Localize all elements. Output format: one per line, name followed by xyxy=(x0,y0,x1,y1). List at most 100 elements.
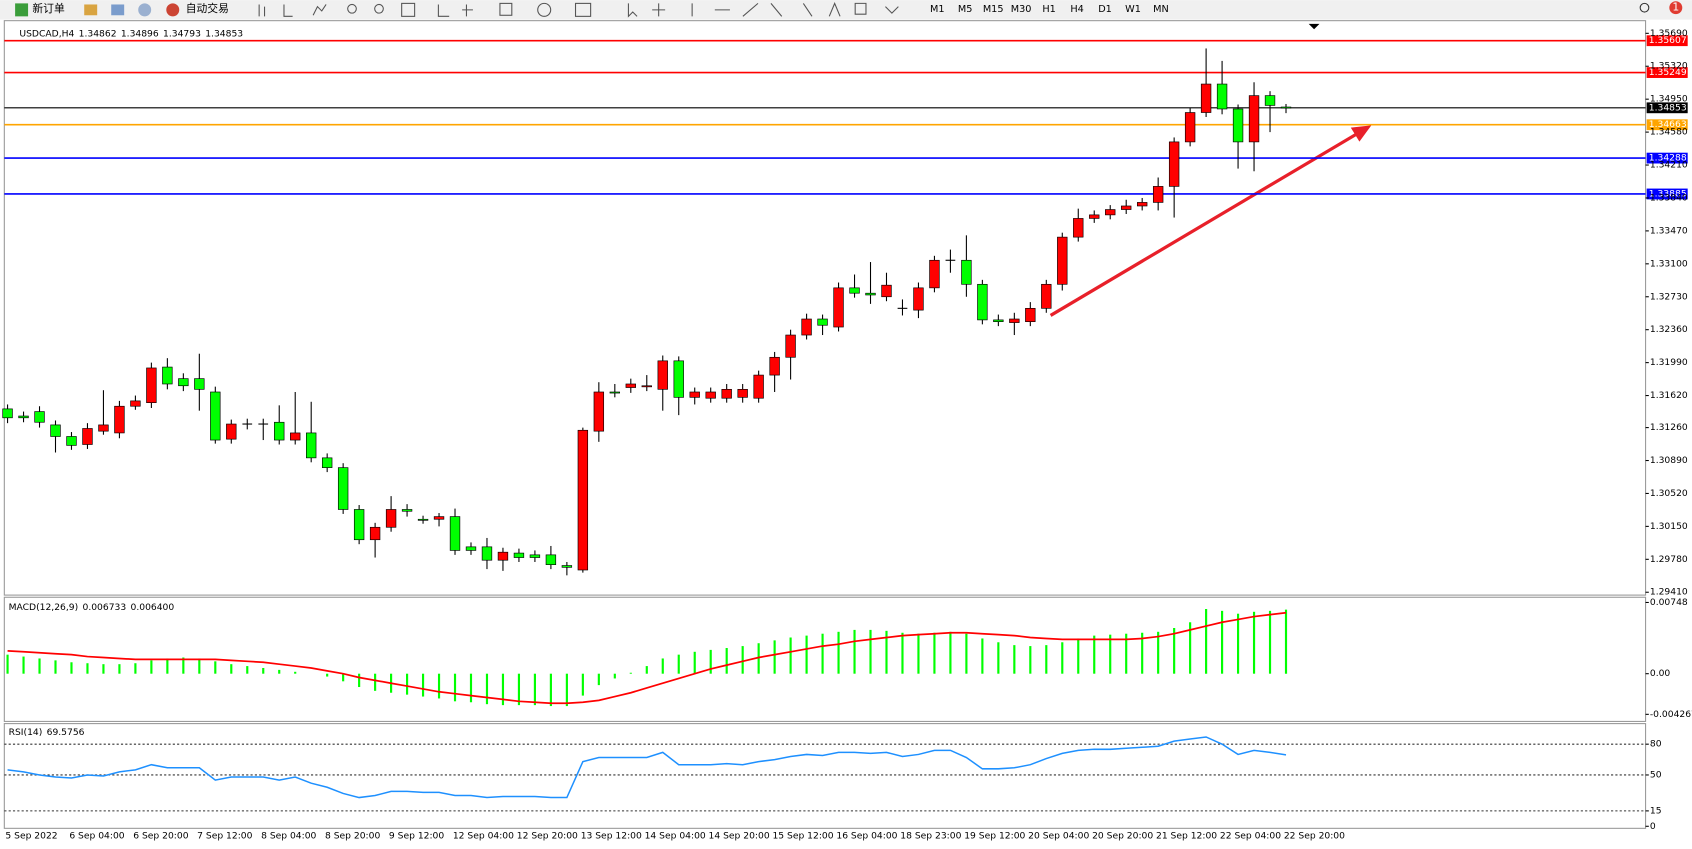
candle-body xyxy=(290,432,301,441)
candle-body xyxy=(545,554,557,565)
y-tick-label: 1.31620 xyxy=(1650,390,1688,401)
candle-body xyxy=(321,457,333,468)
header-value: 1.34853 xyxy=(205,28,243,39)
indicators[interactable] xyxy=(499,2,513,16)
candle-body xyxy=(961,259,972,285)
zoom-in[interactable] xyxy=(347,3,357,14)
candle-body xyxy=(977,283,988,321)
y-tick-label: 1.33470 xyxy=(1650,225,1688,236)
y-tick-label: 1.33100 xyxy=(1650,258,1688,269)
price-label-bg xyxy=(1646,152,1688,164)
timeframe-button[interactable]: D1 xyxy=(1098,4,1112,15)
notification-badge[interactable] xyxy=(1669,1,1683,15)
search-icon[interactable] xyxy=(1639,2,1650,13)
timeframe-button[interactable]: H4 xyxy=(1070,4,1083,15)
new-order-icon[interactable] xyxy=(15,3,29,17)
trend-arrow xyxy=(1049,131,1360,317)
candle-body xyxy=(226,423,237,440)
y-tick-label: 15 xyxy=(1650,805,1662,816)
auto-trading-button[interactable]: 自动交易 xyxy=(186,2,229,15)
price-label-bg xyxy=(1646,102,1688,114)
candle-body xyxy=(513,552,525,558)
toolbar-icon[interactable] xyxy=(437,4,473,17)
x-tick-label: 22 Sep 04:00 xyxy=(1220,830,1281,841)
timeframe-button[interactable]: M15 xyxy=(983,4,1004,15)
toolbar-icon[interactable] xyxy=(84,4,98,16)
auto-trading-icon[interactable] xyxy=(166,3,180,17)
header-title: RSI(14) xyxy=(9,727,43,738)
timeframe-button[interactable]: M5 xyxy=(958,4,973,15)
x-tick-label: 18 Sep 23:00 xyxy=(900,830,961,841)
tile-windows[interactable] xyxy=(401,2,416,17)
candle-body xyxy=(1009,318,1020,323)
header-value: 1.34862 xyxy=(79,28,117,39)
y-tick-label: 1.31990 xyxy=(1650,357,1688,368)
x-tick-label: 22 Sep 20:00 xyxy=(1284,830,1345,841)
indicator-header: MACD(12,26,9) 0.006733 0.006400 xyxy=(9,601,175,612)
zoom-out[interactable] xyxy=(374,3,384,14)
candle-body xyxy=(801,318,812,336)
candle-body xyxy=(705,391,716,399)
x-tick-label: 8 Sep 04:00 xyxy=(261,830,316,841)
candle-body xyxy=(130,400,141,407)
candle-body xyxy=(369,526,381,541)
header-value: 1.34896 xyxy=(121,28,159,39)
candle-body xyxy=(737,388,748,398)
candle-body xyxy=(337,467,349,510)
candle-body xyxy=(657,360,668,390)
timeframe-button[interactable]: MN xyxy=(1153,4,1169,15)
candle-body xyxy=(561,565,573,568)
price-label: 1.34663 xyxy=(1649,119,1687,130)
candle-body xyxy=(849,287,860,294)
new-order-button[interactable]: 新订单 xyxy=(32,2,65,15)
x-tick-label: 15 Sep 12:00 xyxy=(772,830,833,841)
candle-body xyxy=(274,421,285,441)
templates[interactable] xyxy=(574,2,592,17)
x-tick-label: 20 Sep 04:00 xyxy=(1028,830,1089,841)
price-label-bg xyxy=(1646,188,1688,200)
candle-body xyxy=(210,391,221,441)
candle-body xyxy=(1248,95,1260,143)
main-panel xyxy=(3,20,1647,596)
candle-body xyxy=(929,259,940,289)
candle-body xyxy=(1200,83,1212,113)
timeframe-button[interactable]: H1 xyxy=(1042,4,1055,15)
price-label-bg xyxy=(1646,119,1688,131)
x-tick-label: 19 Sep 12:00 xyxy=(964,830,1025,841)
candle-body xyxy=(577,429,589,571)
macd-panel xyxy=(3,596,1647,722)
candle-body xyxy=(449,516,461,551)
drawing-tools[interactable] xyxy=(627,1,899,18)
y-tick-label: 1.34210 xyxy=(1650,160,1688,171)
candle-body xyxy=(1152,186,1164,203)
toolbar-icon[interactable] xyxy=(138,3,152,17)
plots: 1.35607 1.35249 1.34853 1.34663 1.34288 1.338… xyxy=(2,28,1692,841)
x-tick-label: 12 Sep 20:00 xyxy=(517,830,578,841)
periods[interactable] xyxy=(537,2,552,17)
candle-body xyxy=(1105,209,1116,216)
timeframe-button[interactable]: W1 xyxy=(1125,4,1141,15)
candle-body xyxy=(178,378,189,387)
candle-body xyxy=(66,436,77,446)
timeframe-button[interactable]: M1 xyxy=(930,4,945,15)
x-tick-label: 12 Sep 04:00 xyxy=(453,830,514,841)
price-label-bg xyxy=(1646,35,1688,47)
macd-signal xyxy=(7,611,1287,705)
toolbar-icon[interactable] xyxy=(111,4,125,16)
x-tick-label: 8 Sep 20:00 xyxy=(325,830,380,841)
toolbar: 新订单 自动交易 M1 M5 M15 M30 H1 H4 D1 W1 MN 1 xyxy=(0,0,1692,20)
y-tick-label: 50 xyxy=(1650,769,1662,780)
timeframe-button[interactable]: M30 xyxy=(1011,4,1032,15)
candle-body xyxy=(1041,283,1052,309)
x-tick-label: 16 Sep 04:00 xyxy=(836,830,897,841)
x-tick-label: 6 Sep 20:00 xyxy=(133,830,188,841)
candle-body xyxy=(881,284,892,298)
toolbar-icon[interactable] xyxy=(258,4,327,17)
candle-body xyxy=(817,318,828,326)
candle-body xyxy=(353,509,365,541)
x-tick-label: 13 Sep 12:00 xyxy=(581,830,642,841)
x-tick-label: 7 Sep 12:00 xyxy=(197,830,252,841)
price-label: 1.35607 xyxy=(1649,35,1687,46)
candle-body xyxy=(993,319,1004,323)
candle-body xyxy=(1168,141,1180,187)
